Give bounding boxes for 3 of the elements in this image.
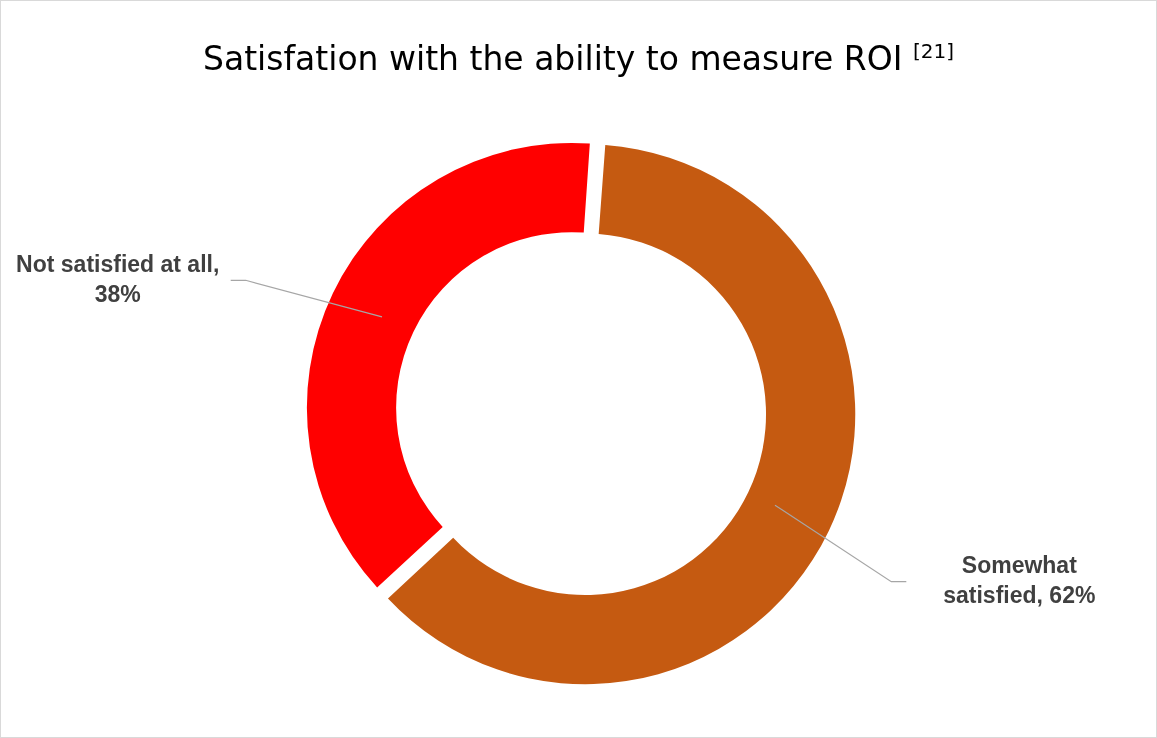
chart-title: Satisfation with the ability to measure ROI $^{[21]}$ [202,39,955,78]
slice-label: Somewhat satisfied, 62% [943,552,1096,609]
slice-label: Not satisfied at all, 38% [16,250,220,307]
